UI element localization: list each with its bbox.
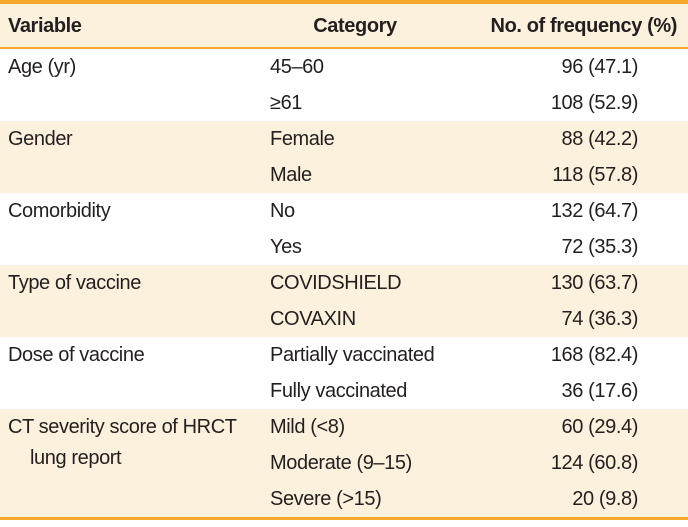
category-cell: Partially vaccinated [270, 344, 435, 366]
category-cell: Moderate (9–15) [270, 452, 412, 474]
category-cell: No [270, 200, 295, 222]
value-cell: 108 (52.9) [550, 92, 639, 114]
category-cell: 45–60 [270, 56, 324, 78]
table-row: Age (yr) 45–60 96 (47.1) [0, 48, 688, 85]
table-row: Male 118 (57.8) [0, 157, 688, 193]
variable-cell: Gender [0, 121, 250, 193]
category-cell: Male [270, 164, 312, 186]
table-row: COVAXIN 74 (36.3) [0, 301, 688, 337]
value-cell: 132 (64.7) [550, 200, 639, 222]
value-cell: 124 (60.8) [550, 452, 639, 474]
category-cell: COVIDSHIELD [270, 272, 402, 294]
section-age: Age (yr) 45–60 96 (47.1) ≥61 108 (52.9) [0, 48, 688, 121]
category-cell: Yes [270, 236, 302, 258]
section-comorbidity: Comorbidity No 132 (64.7) Yes 72 (35.3) [0, 193, 688, 265]
category-cell: Fully vaccinated [270, 380, 407, 402]
value-cell: 36 (17.6) [561, 380, 639, 402]
table-row: Fully vaccinated 36 (17.6) [0, 373, 688, 409]
column-header-category: Category [250, 4, 460, 49]
table-row: Type of vaccine COVIDSHIELD 130 (63.7) [0, 265, 688, 301]
section-ct-severity: CT severity score of HRCT lung report Mi… [0, 409, 688, 517]
section-gender: Gender Female 88 (42.2) Male 118 (57.8) [0, 121, 688, 193]
column-header-frequency: No. of frequency (%) [460, 4, 688, 49]
value-cell: 72 (35.3) [561, 236, 639, 258]
category-cell: Severe (>15) [270, 488, 382, 510]
header-row: Variable Category No. of frequency (%) [0, 4, 688, 49]
value-cell: 168 (82.4) [550, 344, 639, 366]
category-cell: COVAXIN [270, 308, 356, 330]
category-cell: Mild (<8) [270, 416, 345, 438]
table-row: CT severity score of HRCT lung report Mi… [0, 409, 688, 469]
value-cell: 74 (36.3) [561, 308, 639, 330]
table-row: Moderate (9–15) 124 (60.8) [0, 445, 688, 481]
category-cell: Female [270, 128, 335, 150]
section-vaccine-dose: Dose of vaccine Partially vaccinated 168… [0, 337, 688, 409]
variable-label: Gender [8, 128, 73, 150]
value-cell: 88 (42.2) [561, 128, 639, 150]
data-table: Variable Category No. of frequency (%) A… [0, 4, 688, 517]
value-cell: 60 (29.4) [561, 416, 639, 438]
value-cell: 118 (57.8) [552, 164, 638, 186]
variable-cell: Comorbidity [0, 193, 250, 265]
variable-label: Age (yr) [8, 56, 76, 78]
variable-label: Dose of vaccine [8, 344, 145, 366]
value-cell: 20 (9.8) [572, 488, 638, 510]
table-header: Variable Category No. of frequency (%) [0, 4, 688, 49]
variable-label: Comorbidity [8, 200, 111, 222]
table-row: Yes 72 (35.3) [0, 229, 688, 265]
table-row: Gender Female 88 (42.2) [0, 121, 688, 157]
variable-cell: Type of vaccine [0, 265, 250, 337]
value-cell: 130 (63.7) [550, 272, 639, 294]
value-cell: 96 (47.1) [561, 56, 639, 78]
variable-label: CT severity score of HRCT [8, 416, 237, 438]
category-cell: ≥61 [270, 92, 303, 114]
table-row: Dose of vaccine Partially vaccinated 168… [0, 337, 688, 373]
table-row: Severe (>15) 20 (9.8) [0, 481, 688, 517]
table-row: Comorbidity No 132 (64.7) [0, 193, 688, 229]
variable-cell: CT severity score of HRCT lung report [0, 409, 250, 517]
variable-cell: Dose of vaccine [0, 337, 250, 409]
variable-cell: Age (yr) [0, 48, 250, 121]
variable-label: Type of vaccine [8, 272, 141, 294]
section-vaccine-type: Type of vaccine COVIDSHIELD 130 (63.7) C… [0, 265, 688, 337]
variable-label-line2: lung report [30, 447, 122, 469]
table-row: ≥61 108 (52.9) [0, 85, 688, 121]
column-header-variable: Variable [0, 4, 250, 49]
